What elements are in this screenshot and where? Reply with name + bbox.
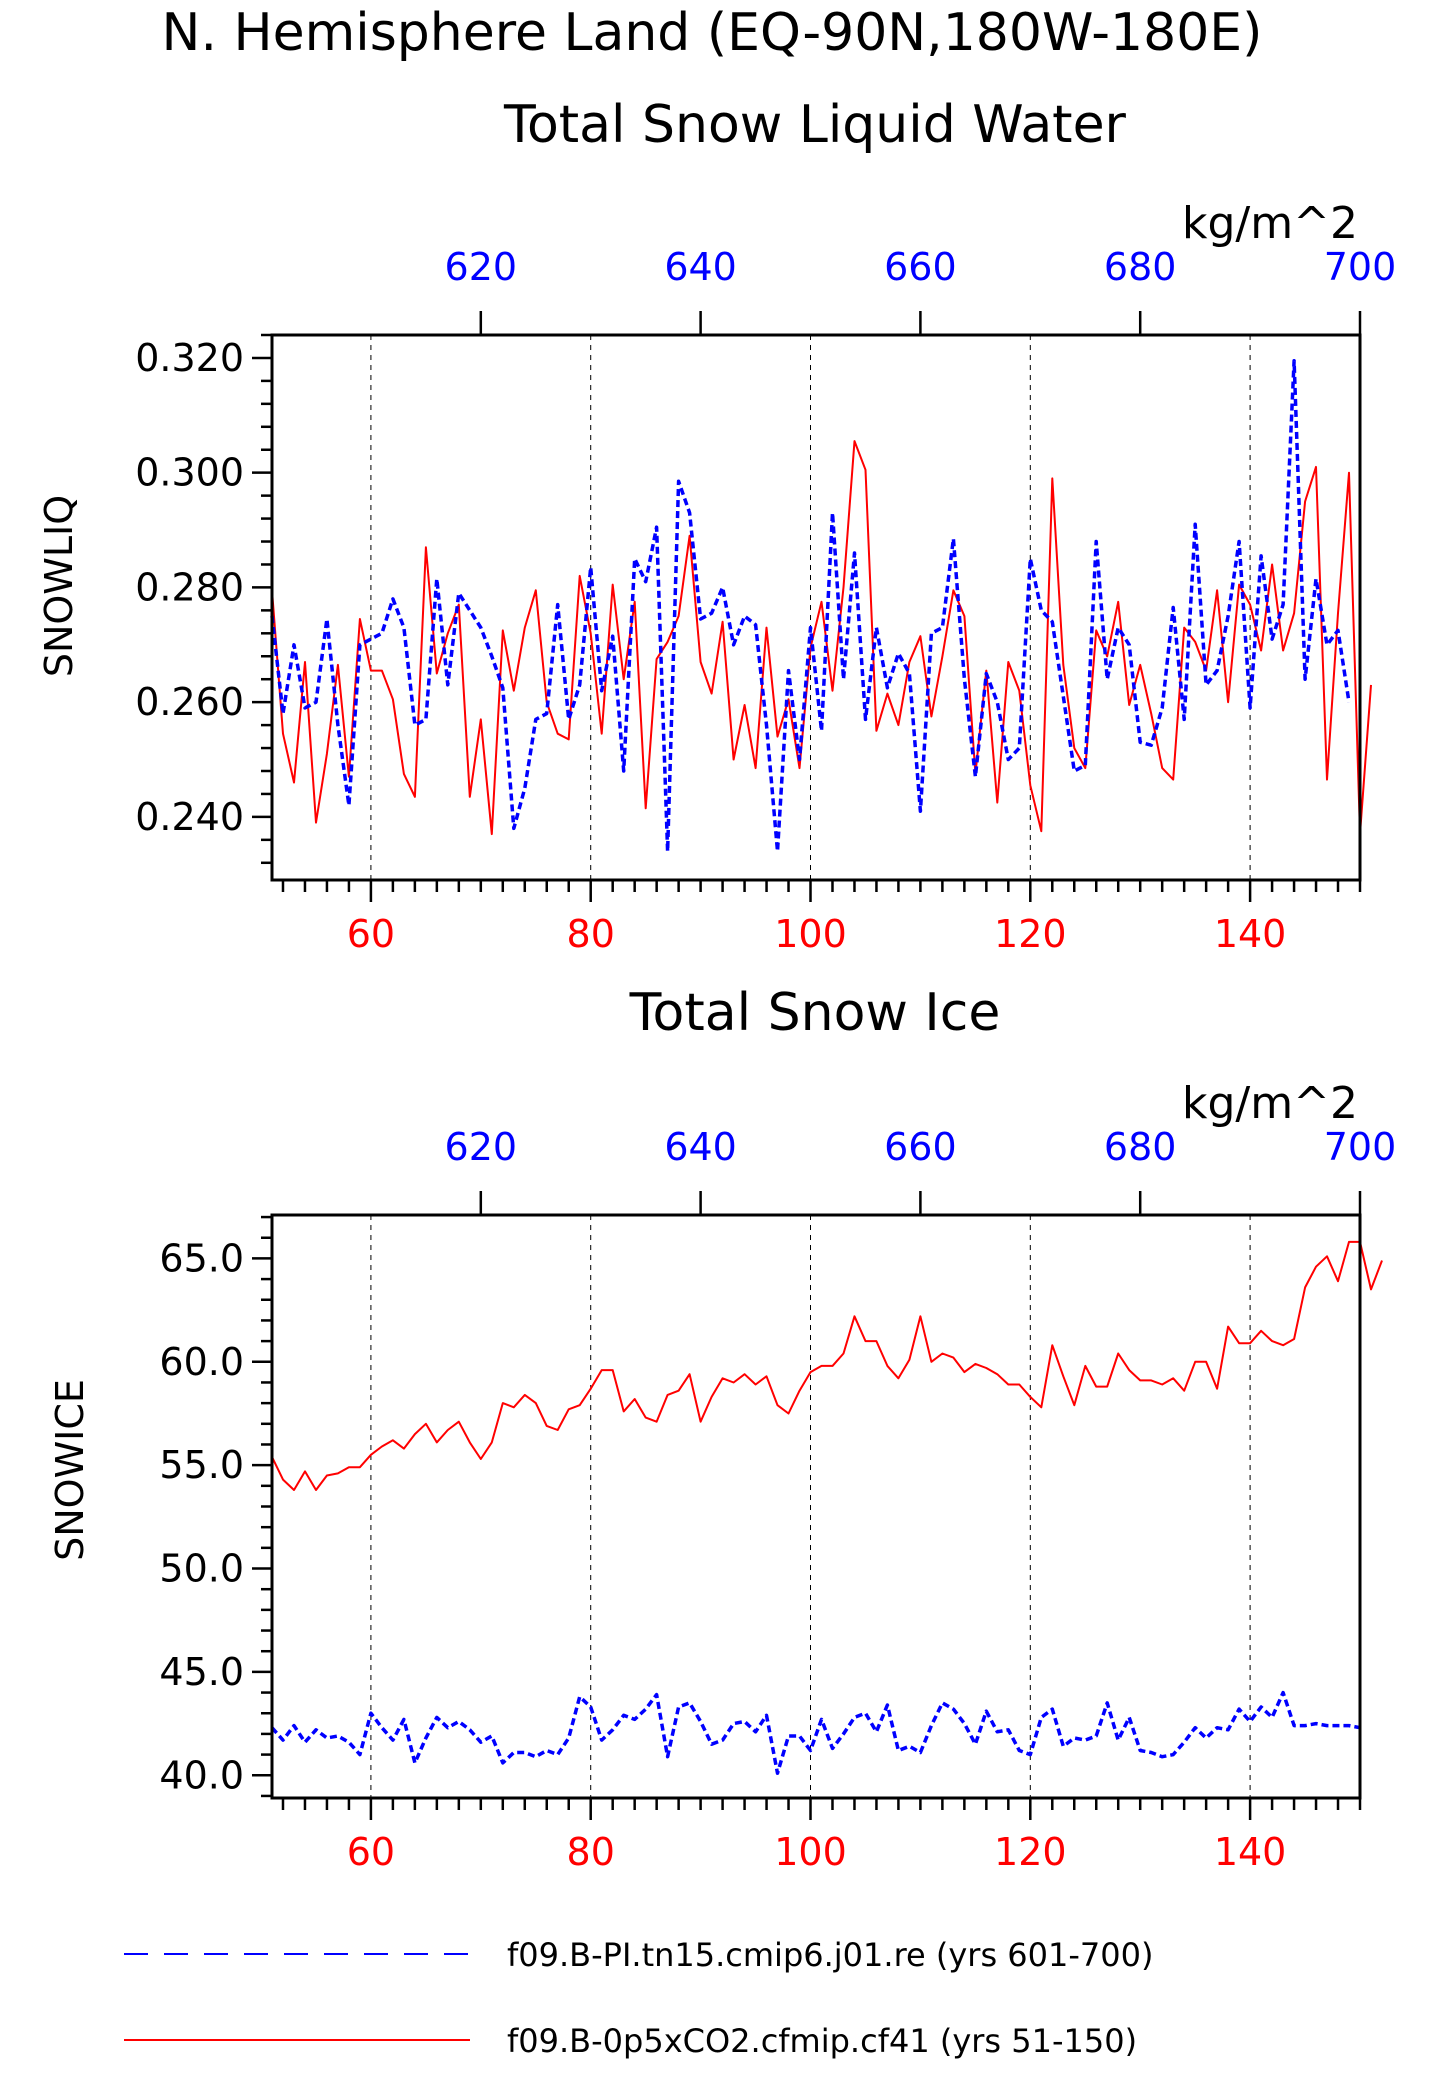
y-tick-label: 40.0 (159, 1753, 244, 1797)
panel-snowice: Total Snow Ice kg/m^2 SNOWICE 60 80 100 120… (48, 983, 1396, 1874)
panel-snowliq: Total Snow Liquid Water kg/m^2 SNOWLIQ 6… (37, 95, 1396, 956)
y-tick-label: 60.0 (159, 1340, 244, 1384)
y-tick-label: 65.0 (159, 1236, 244, 1280)
y-tick-label: 50.0 (159, 1547, 244, 1591)
y-tick-label: 45.0 (159, 1650, 244, 1694)
x-bottom-tick-label: 60 (347, 1830, 395, 1874)
x-top-tick-label: 700 (1324, 245, 1397, 289)
y-tick-label: 0.300 (135, 451, 244, 495)
series-line-0p5xco2 (271, 1240, 1383, 1491)
legend-label: f09.B-0p5xCO2.cfmip.cf41 (yrs 51-150) (507, 2022, 1137, 2060)
plot-frame (270, 1213, 1362, 1800)
x-bottom-tick-label: 120 (994, 912, 1067, 956)
legend: f09.B-PI.tn15.cmip6.j01.re (yrs 601-700)… (124, 1936, 1153, 2060)
x-bottom-tick-label: 140 (1214, 912, 1287, 956)
x-top-tick-label: 620 (445, 1125, 518, 1169)
x-top-tick-label: 660 (884, 245, 957, 289)
x-top-tick-label: 680 (1104, 245, 1177, 289)
plot-frame (270, 333, 1362, 882)
x-bottom-tick-label: 140 (1214, 1830, 1287, 1874)
y-axis-label: SNOWICE (48, 1379, 92, 1561)
x-top-tick-label: 640 (664, 245, 737, 289)
y-tick-label: 55.0 (159, 1443, 244, 1487)
x-top-tick-label: 620 (445, 245, 518, 289)
x-bottom-tick-label: 100 (774, 912, 847, 956)
series-line-pi (270, 1690, 1361, 1775)
y-tick-label: 0.240 (135, 795, 244, 839)
panel-title: Total Snow Liquid Water (503, 95, 1127, 155)
units-label: kg/m^2 (1182, 1078, 1358, 1129)
x-top-tick-label: 680 (1104, 1125, 1177, 1169)
legend-label: f09.B-PI.tn15.cmip6.j01.re (yrs 601-700) (507, 1936, 1153, 1974)
x-bottom-tick-label: 100 (774, 1830, 847, 1874)
panel-title: Total Snow Ice (629, 983, 1001, 1043)
figure-title: N. Hemisphere Land (EQ-90N,180W-180E) (162, 3, 1263, 63)
y-tick-label: 0.260 (135, 680, 244, 724)
x-top-tick-label: 660 (884, 1125, 957, 1169)
units-label: kg/m^2 (1182, 198, 1358, 249)
series-line-pi (270, 359, 1351, 854)
series-line-0p5xco2 (271, 440, 1372, 836)
x-bottom-tick-label: 120 (994, 1830, 1067, 1874)
y-tick-label: 0.320 (135, 336, 244, 380)
x-bottom-tick-label: 80 (567, 1830, 615, 1874)
y-tick-label: 0.280 (135, 565, 244, 609)
x-bottom-tick-label: 60 (347, 912, 395, 956)
x-top-tick-label: 640 (664, 1125, 737, 1169)
x-top-tick-label: 700 (1324, 1125, 1397, 1169)
y-axis-label: SNOWLIQ (37, 495, 81, 677)
x-bottom-tick-label: 80 (567, 912, 615, 956)
